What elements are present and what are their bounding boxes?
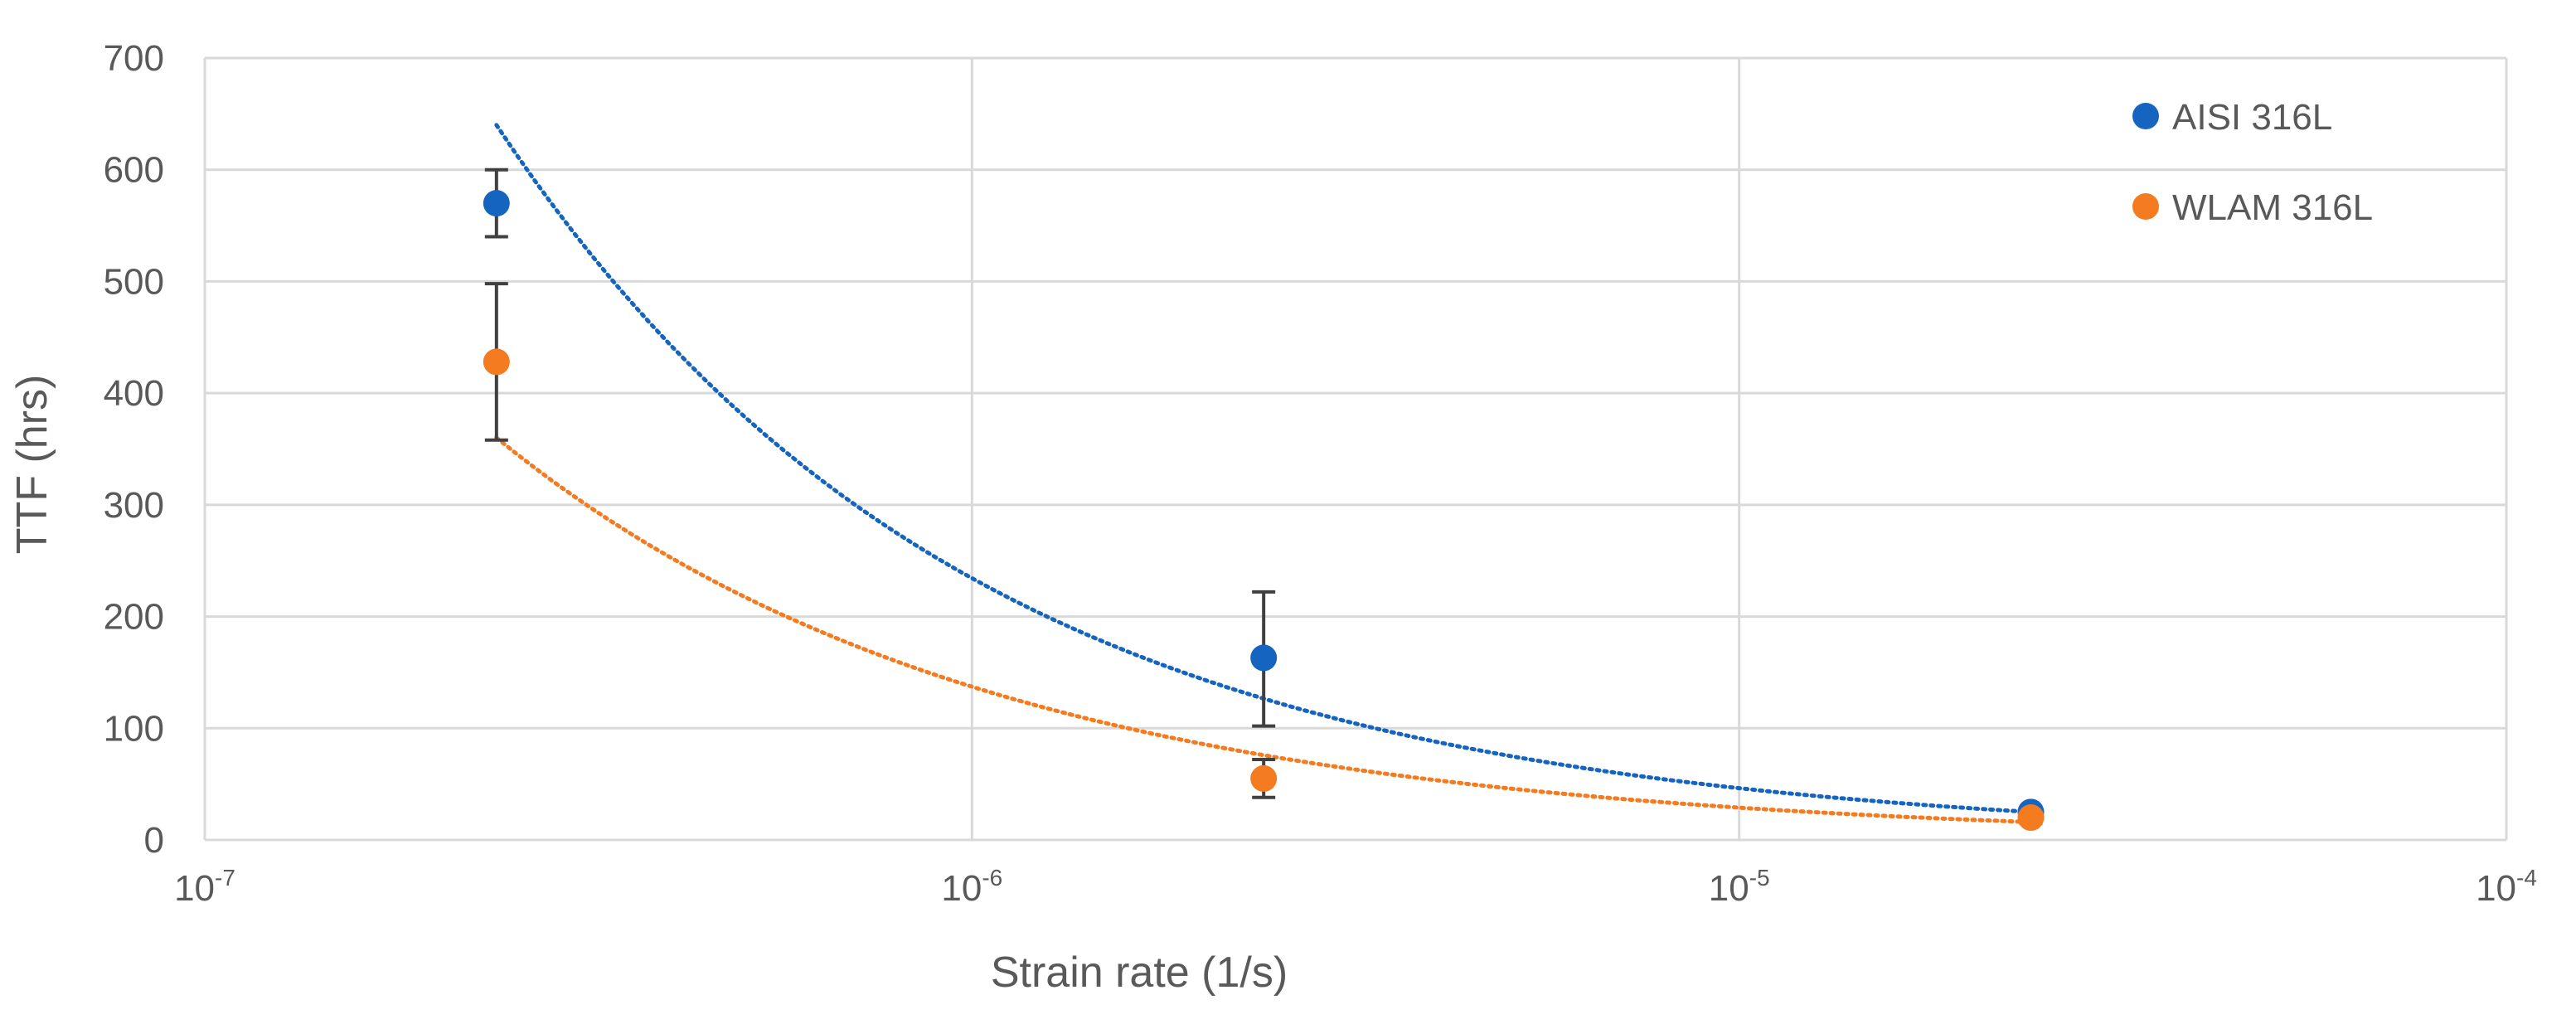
error-bars [484, 167, 2043, 825]
legend-marker-wlam [2132, 193, 2159, 220]
legend: AISI 316L WLAM 316L [2132, 97, 2373, 228]
x-tick-labels: 10-7 10-6 10-5 10-4 [174, 865, 2537, 909]
legend-marker-aisi [2132, 103, 2159, 129]
trendline-series-1 [494, 435, 2033, 824]
point-series-1 [1250, 764, 1278, 792]
point-series-0 [483, 190, 510, 217]
y-tick-label: 100 [104, 708, 164, 749]
x-tick-label: 10-5 [1709, 865, 1770, 909]
legend-label-aisi: AISI 316L [2172, 97, 2332, 138]
legend-label-wlam: WLAM 316L [2172, 187, 2373, 228]
y-tick-label: 700 [104, 38, 164, 79]
point-series-1 [2017, 804, 2045, 832]
x-tick-label: 10-4 [2476, 865, 2537, 909]
y-tick-label: 0 [144, 820, 164, 861]
y-tick-labels: 0 100 200 300 400 500 600 700 [104, 38, 164, 861]
y-tick-label: 300 [104, 485, 164, 526]
point-series-1 [483, 348, 510, 376]
x-tick-label: 10-6 [941, 865, 1002, 909]
legend-item-wlam: WLAM 316L [2132, 187, 2373, 228]
y-tick-label: 200 [104, 597, 164, 638]
x-tick-label: 10-7 [174, 865, 235, 909]
x-axis-title: Strain rate (1/s) [991, 949, 1288, 997]
legend-item-aisi: AISI 316L [2132, 97, 2332, 138]
y-tick-label: 400 [104, 373, 164, 414]
data-points [483, 190, 2045, 832]
y-tick-label: 600 [104, 150, 164, 191]
point-series-0 [1250, 644, 1278, 672]
y-axis-title: TTF (hrs) [8, 375, 56, 555]
y-tick-label: 500 [104, 261, 164, 302]
